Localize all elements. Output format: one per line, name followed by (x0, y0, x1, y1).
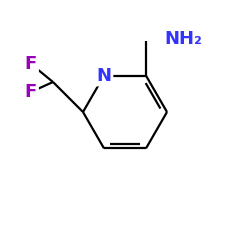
Text: N: N (96, 67, 112, 85)
Text: NH₂: NH₂ (164, 30, 202, 48)
Text: F: F (25, 83, 37, 101)
Text: F: F (25, 55, 37, 73)
